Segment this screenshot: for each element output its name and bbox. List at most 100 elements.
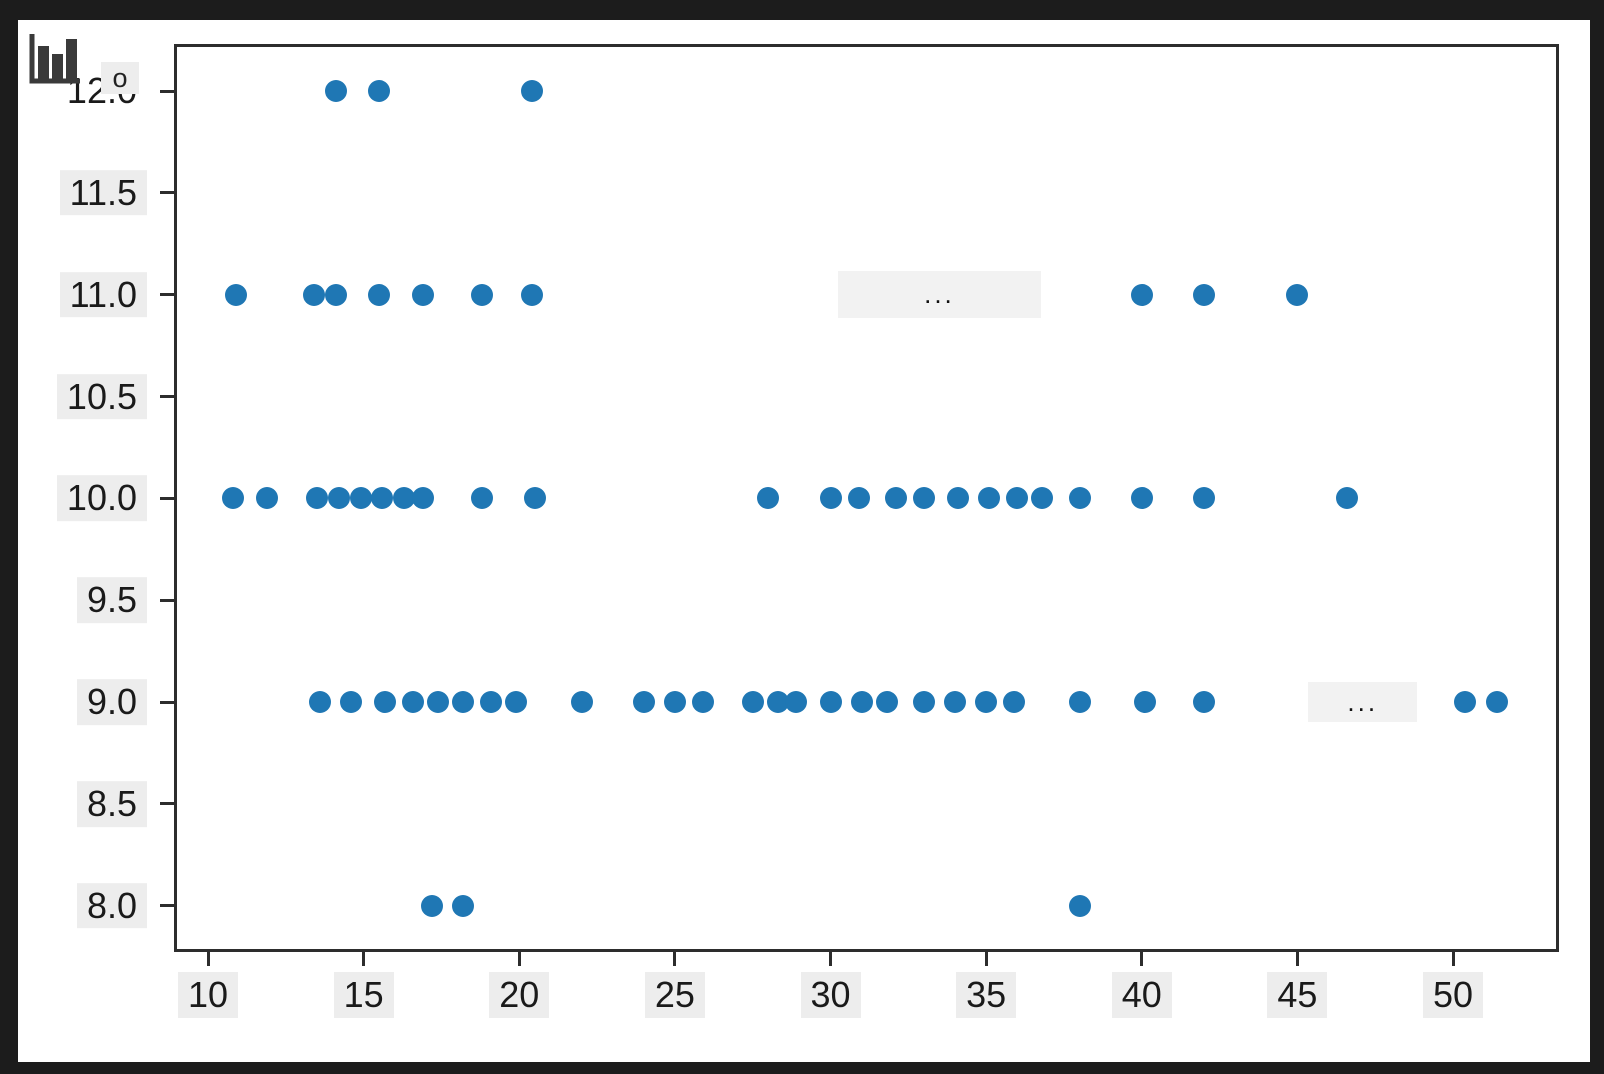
y-tick-label: 10.5 bbox=[56, 373, 147, 420]
plot-frame bbox=[174, 44, 1559, 952]
scatter-dot bbox=[371, 487, 394, 510]
x-tick-label: 15 bbox=[333, 972, 394, 1018]
y-axis-tick bbox=[160, 395, 174, 399]
scatter-dot bbox=[1336, 487, 1359, 510]
ellipsis-annotation: ... bbox=[1308, 681, 1418, 723]
scatter-dot bbox=[632, 691, 655, 714]
scatter-dot bbox=[570, 691, 593, 714]
scatter-dot bbox=[741, 691, 764, 714]
scatter-dot bbox=[766, 691, 789, 714]
scatter-dot bbox=[944, 691, 966, 714]
scatter-dot bbox=[1193, 487, 1215, 510]
scatter-dot bbox=[1068, 487, 1091, 510]
scatter-dot bbox=[1193, 283, 1215, 306]
scatter-dot bbox=[225, 283, 247, 306]
y-tick-label: 8.5 bbox=[76, 781, 147, 827]
scatter-dot bbox=[1068, 894, 1091, 917]
x-axis-tick bbox=[517, 952, 521, 966]
bar-chart-icon bbox=[29, 34, 80, 84]
scatter-dot bbox=[757, 487, 780, 510]
scatter-dot bbox=[427, 691, 450, 714]
scatter-dot bbox=[785, 691, 808, 714]
x-tick-label: 20 bbox=[489, 972, 550, 1018]
scatter-dot bbox=[368, 283, 391, 306]
y-axis-tick bbox=[160, 700, 174, 704]
scatter-dot bbox=[221, 487, 244, 510]
scatter-dot bbox=[947, 487, 970, 510]
y-axis-tick bbox=[160, 191, 174, 195]
overlay-o-box: o bbox=[101, 62, 139, 94]
y-axis-tick bbox=[160, 598, 174, 602]
scatter-dot bbox=[520, 283, 543, 306]
y-axis-tick bbox=[160, 904, 174, 908]
y-axis-tick bbox=[160, 293, 174, 297]
scatter-dot bbox=[349, 487, 372, 510]
scatter-dot bbox=[411, 487, 434, 510]
scatter-dot bbox=[305, 487, 328, 510]
scatter-dot bbox=[1193, 691, 1215, 714]
x-tick-label: 50 bbox=[1422, 972, 1484, 1018]
scatter-dot bbox=[256, 487, 279, 510]
scatter-dot bbox=[847, 487, 870, 510]
x-axis-tick bbox=[829, 952, 832, 966]
scatter-dot bbox=[421, 894, 444, 917]
scatter-dot bbox=[327, 487, 350, 510]
scatter-dot bbox=[975, 691, 998, 714]
scatter-dot bbox=[912, 487, 935, 510]
x-axis-tick bbox=[206, 952, 210, 966]
scatter-dot bbox=[470, 487, 493, 510]
x-tick-label: 35 bbox=[956, 972, 1017, 1018]
scatter-dot bbox=[470, 283, 493, 306]
x-tick-label: 45 bbox=[1267, 972, 1328, 1018]
scatter-dot bbox=[302, 283, 325, 306]
x-tick-label: 40 bbox=[1111, 972, 1172, 1018]
scatter-dot bbox=[1068, 691, 1091, 714]
y-axis-tick bbox=[160, 802, 174, 806]
scatter-dot bbox=[411, 283, 434, 306]
scatter-dot bbox=[1130, 487, 1153, 510]
scatter-dot bbox=[480, 691, 503, 714]
y-tick-label: 11.5 bbox=[59, 170, 147, 216]
scatter-dot bbox=[1130, 283, 1153, 306]
y-axis-tick bbox=[160, 89, 174, 93]
x-axis-tick bbox=[362, 952, 366, 966]
scatter-dot bbox=[505, 691, 528, 714]
x-axis-tick bbox=[1295, 952, 1299, 966]
scatter-dot bbox=[340, 691, 363, 714]
scatter-dot bbox=[819, 487, 842, 510]
scatter-dot bbox=[374, 691, 397, 714]
x-axis-tick bbox=[1451, 952, 1455, 966]
scatter-dot bbox=[912, 691, 935, 714]
scatter-dot bbox=[850, 691, 873, 714]
x-tick-label: 10 bbox=[177, 972, 239, 1018]
y-tick-label: 9.0 bbox=[76, 679, 147, 725]
overlay-o-text: o bbox=[112, 62, 128, 93]
x-axis-tick bbox=[984, 952, 988, 966]
y-axis-tick bbox=[160, 496, 174, 500]
scatter-dot bbox=[452, 691, 475, 714]
scatter-dot bbox=[691, 691, 714, 714]
scatter-dot bbox=[819, 691, 842, 714]
scatter-dot bbox=[520, 80, 543, 102]
x-tick-label: 25 bbox=[644, 972, 705, 1018]
scatter-dot bbox=[324, 80, 347, 102]
x-tick-label: 30 bbox=[800, 972, 861, 1018]
scatter-dot bbox=[324, 283, 347, 306]
scatter-dot bbox=[523, 487, 546, 510]
y-tick-label: 11.0 bbox=[59, 271, 147, 318]
scatter-dot bbox=[309, 691, 332, 714]
y-tick-label: 9.5 bbox=[76, 577, 147, 624]
x-axis-tick bbox=[1140, 952, 1144, 966]
ellipsis-annotation: ... bbox=[838, 271, 1041, 319]
scatter-dot bbox=[368, 80, 391, 102]
scatter-dot bbox=[884, 487, 907, 510]
scatter-dot bbox=[1454, 691, 1477, 714]
scatter-dot bbox=[1286, 283, 1309, 306]
scatter-dot bbox=[1031, 487, 1054, 510]
scatter-dot bbox=[402, 691, 425, 714]
scatter-dot bbox=[452, 894, 475, 917]
scatter-dot bbox=[978, 487, 1001, 510]
y-tick-label: 8.0 bbox=[76, 883, 147, 929]
scatter-dot bbox=[1485, 691, 1508, 714]
